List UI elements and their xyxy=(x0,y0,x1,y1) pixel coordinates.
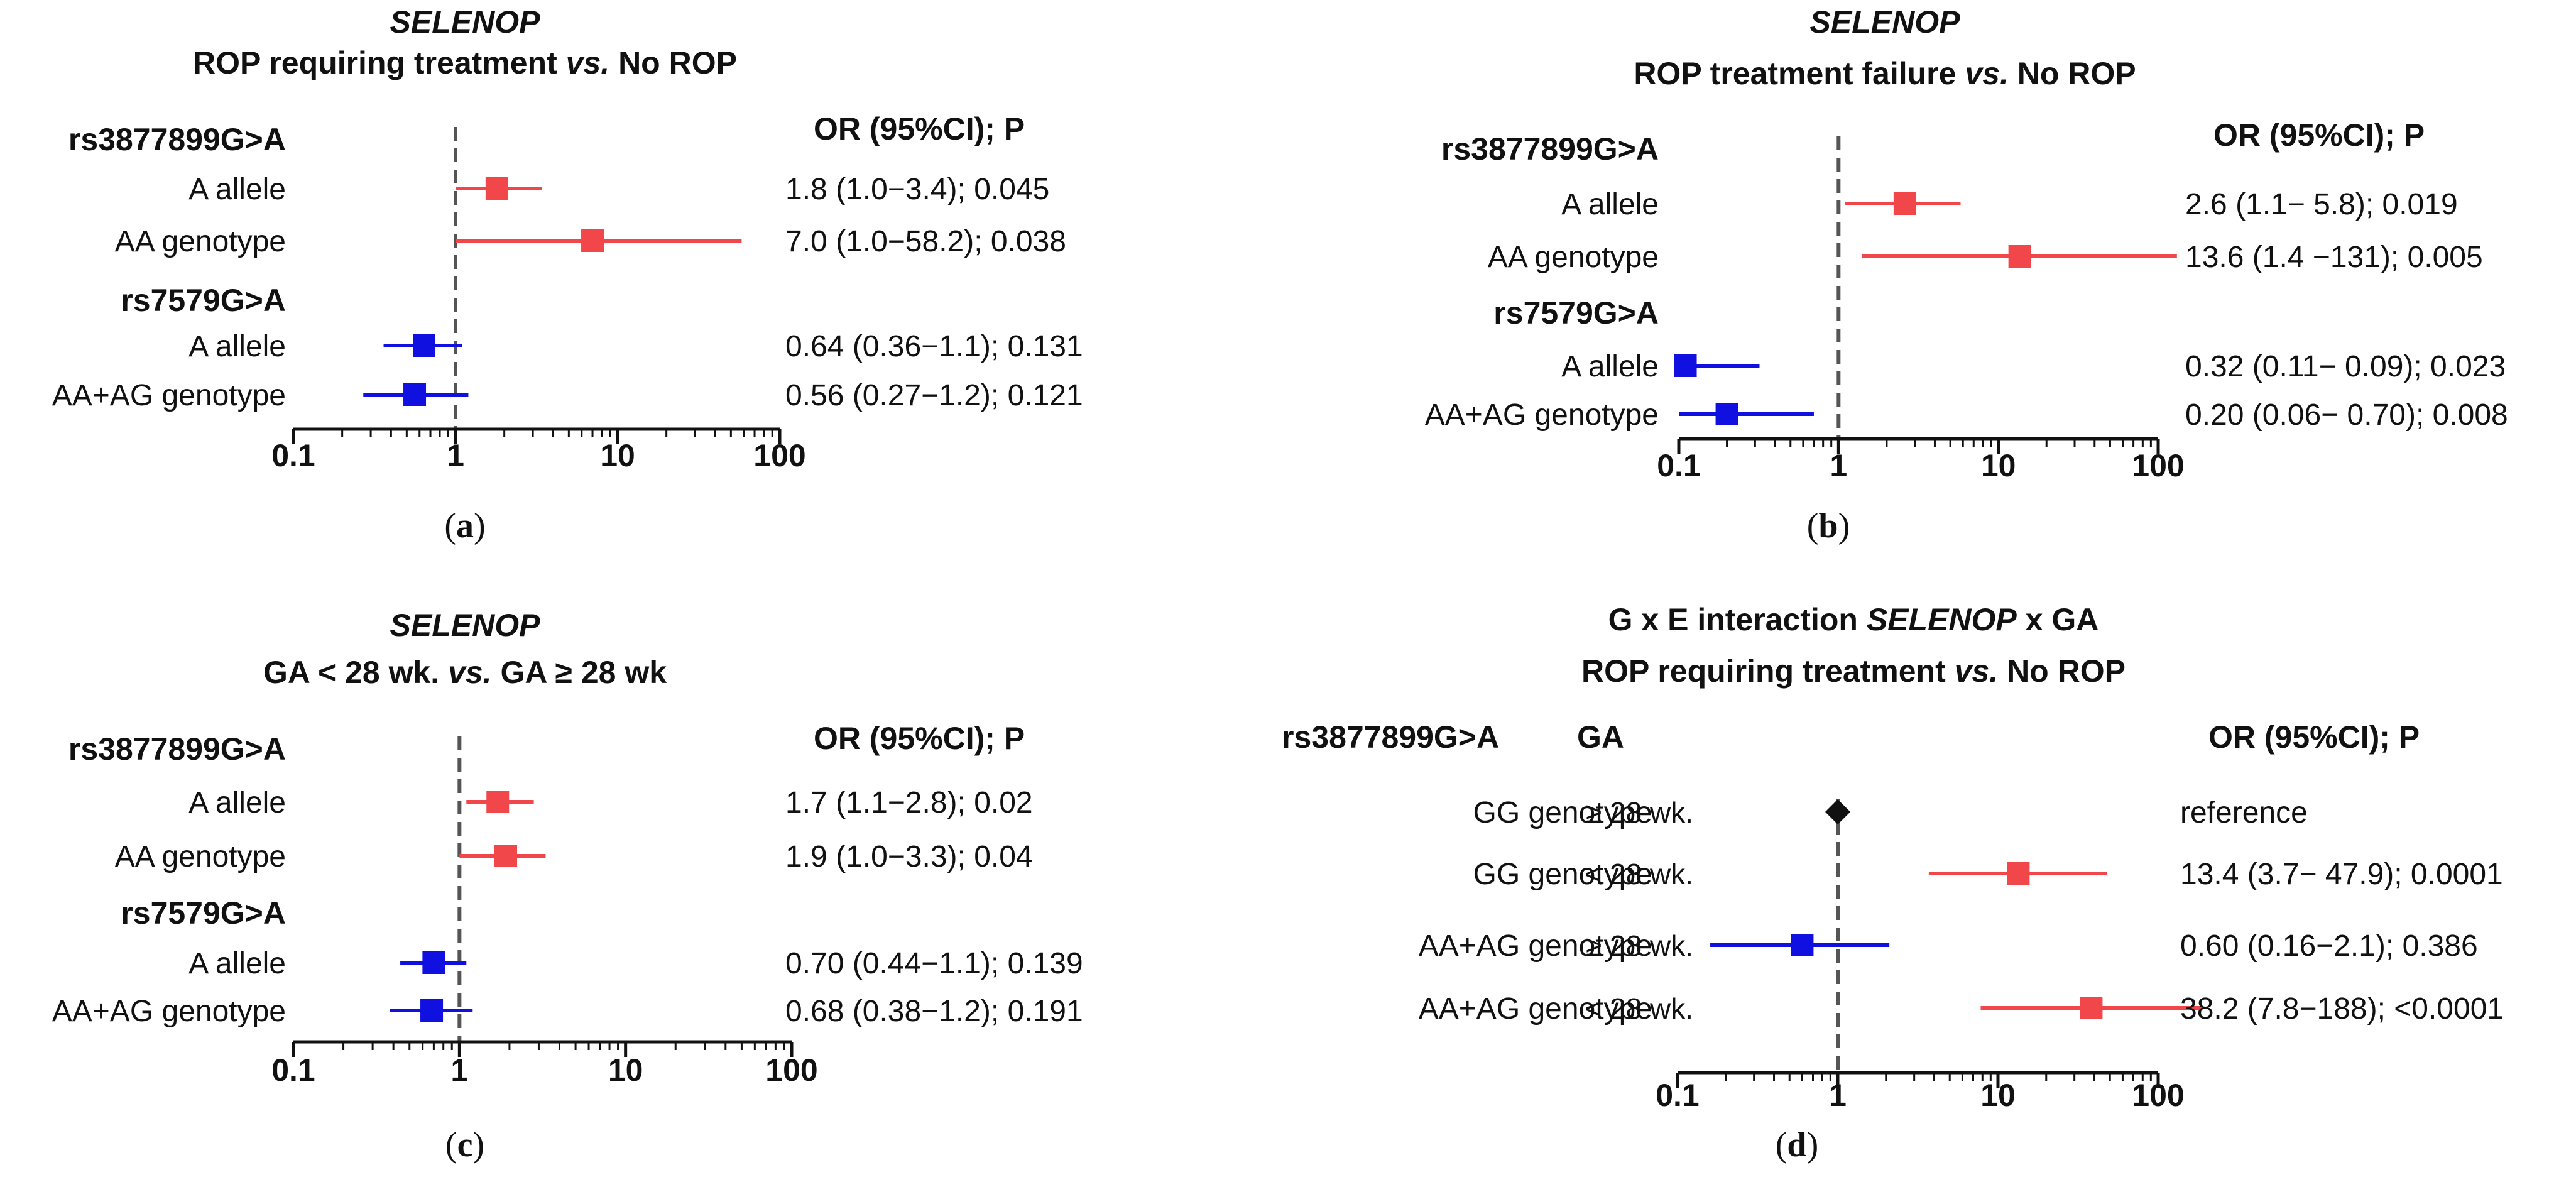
panel-a-point-marker xyxy=(485,177,508,200)
panel-a-point-marker xyxy=(581,229,604,252)
panel-a-group-header: rs7579G>A xyxy=(121,283,286,318)
panel-a-row-label: A allele xyxy=(188,173,286,206)
panel-d-label: (d) xyxy=(1776,1125,1818,1164)
panel-c-title: SELENOP xyxy=(390,608,541,643)
panel-c-row-stat: 1.7 (1.1−2.8); 0.02 xyxy=(785,786,1033,819)
panel-a-row-label: AA genotype xyxy=(115,225,286,258)
panel-a-row-stat: 7.0 (1.0−58.2); 0.038 xyxy=(785,225,1066,258)
panel-b-point-marker xyxy=(1893,192,1916,215)
panel-d-row-ga: < 28 wk. xyxy=(1585,858,1693,890)
panel-c-x-tick-label: 100 xyxy=(765,1053,817,1088)
panel-b-group-header: rs7579G>A xyxy=(1493,295,1659,331)
panel-b-row-stat: 2.6 (1.1− 5.8); 0.019 xyxy=(2185,188,2458,221)
panel-b-title: SELENOP xyxy=(1810,4,1961,40)
panel-d: G x E interaction SELENOP x GA ROP requir… xyxy=(1282,602,2504,1164)
panel-a-x-tick-label: 0.1 xyxy=(271,438,315,473)
panel-a-x-tick-label: 1 xyxy=(447,438,464,473)
panel-b-point-marker xyxy=(1674,354,1697,377)
panel-c-x-tick-label: 1 xyxy=(450,1053,468,1088)
panel-d-row-stat: 0.60 (0.16−2.1); 0.386 xyxy=(2180,929,2478,963)
panel-d-point-marker xyxy=(2080,997,2103,1019)
panel-c-row-stat: 0.70 (0.44−1.1); 0.139 xyxy=(785,947,1083,980)
panel-d-stat-header: OR (95%CI); P xyxy=(2208,720,2420,755)
panel-d-row-stat: 13.4 (3.7− 47.9); 0.0001 xyxy=(2180,858,2503,891)
panel-a-x-tick-label: 100 xyxy=(753,438,805,473)
panel-b-subtitle: ROP treatment failure vs. No ROP xyxy=(1634,56,2136,91)
panel-d-point-marker xyxy=(1791,934,1814,956)
panel-c-point-marker xyxy=(494,845,518,867)
panel-b-row-label: AA genotype xyxy=(1488,241,1659,274)
panel-c-point-marker xyxy=(486,791,510,813)
panel-a-label: (a) xyxy=(444,506,485,545)
panel-a: SELENOP ROP requiring treatment vs. No RO… xyxy=(52,4,1083,545)
panel-d-x-tick-label: 1 xyxy=(1829,1078,1847,1113)
panel-b-row-stat: 0.32 (0.11− 0.09); 0.023 xyxy=(2185,350,2506,383)
panel-d-row-label: GG genotype xyxy=(1473,796,1652,829)
panel-d-row-ga: ≥ 28 wk. xyxy=(1586,796,1693,829)
panel-c-row-label: A allele xyxy=(188,786,286,819)
panel-d-row-label: AA+AG genotype xyxy=(1419,992,1652,1026)
panel-d-row-ga: < 28 wk. xyxy=(1585,992,1693,1025)
panel-a-title: SELENOP xyxy=(390,4,541,40)
panel-d-subtitle: ROP requiring treatment vs. No ROP xyxy=(1581,654,2126,689)
panel-c-label: (c) xyxy=(445,1125,484,1164)
panel-a-row-stat: 0.64 (0.36−1.1); 0.131 xyxy=(785,330,1083,363)
panel-d-row-label: AA+AG genotype xyxy=(1419,929,1652,963)
panel-c-x-tick-label: 10 xyxy=(608,1053,643,1088)
panel-b-label: (b) xyxy=(1807,506,1850,545)
panel-b-x-tick-label: 0.1 xyxy=(1657,448,1701,483)
panel-b-point-marker xyxy=(1715,403,1738,425)
panel-a-point-marker xyxy=(403,383,427,406)
panel-b-row-stat: 0.20 (0.06− 0.70); 0.008 xyxy=(2185,398,2508,432)
panel-d-row-label: GG genotype xyxy=(1473,858,1652,891)
panel-d-ga-header: GA xyxy=(1577,720,1624,755)
panel-a-x-tick-label: 10 xyxy=(600,438,635,473)
panel-c-subtitle: GA < 28 wk. vs. GA ≥ 28 wk xyxy=(263,655,667,690)
panel-d-row-stat: 38.2 (7.8−188); <0.0001 xyxy=(2180,992,2504,1026)
panel-d-snp-header: rs3877899G>A xyxy=(1282,720,1499,755)
panel-d-x-tick-label: 10 xyxy=(1980,1078,2016,1113)
panel-d-x-tick-label: 100 xyxy=(2132,1078,2184,1113)
panel-c-row-label: AA+AG genotype xyxy=(52,995,286,1028)
panel-a-row-stat: 1.8 (1.0−3.4); 0.045 xyxy=(785,173,1049,206)
panel-c-stat-header: OR (95%CI); P xyxy=(814,721,1025,756)
panel-c-row-stat: 1.9 (1.0−3.3); 0.04 xyxy=(785,840,1033,873)
panel-c-group-header: rs7579G>A xyxy=(121,895,286,931)
panel-a-point-marker xyxy=(412,334,435,357)
panel-b-point-marker xyxy=(2008,245,2031,268)
panel-c-group-header: rs3877899G>A xyxy=(68,731,286,767)
panel-b: SELENOP ROP treatment failure vs. No ROP O… xyxy=(1425,4,2508,545)
panel-b-row-label: A allele xyxy=(1561,350,1659,383)
panel-b-group-header: rs3877899G>A xyxy=(1441,131,1659,167)
panel-d-row-stat: reference xyxy=(2180,796,2308,829)
panel-a-stat-header: OR (95%CI); P xyxy=(814,111,1025,146)
panel-a-row-stat: 0.56 (0.27−1.2); 0.121 xyxy=(785,379,1083,412)
panel-c-row-label: AA genotype xyxy=(115,840,286,873)
panel-c: SELENOP GA < 28 wk. vs. GA ≥ 28 wk OR (95%… xyxy=(52,608,1083,1164)
panel-d-point-marker xyxy=(1825,799,1850,824)
panel-b-row-label: AA+AG genotype xyxy=(1425,398,1659,432)
panel-c-point-marker xyxy=(420,999,444,1022)
panel-a-row-label: AA+AG genotype xyxy=(52,379,286,412)
panel-b-x-tick-label: 100 xyxy=(2132,448,2184,483)
panel-c-row-stat: 0.68 (0.38−1.2); 0.191 xyxy=(785,995,1083,1028)
panel-a-row-label: A allele xyxy=(188,330,286,363)
panel-a-group-header: rs3877899G>A xyxy=(68,122,286,157)
panel-b-stat-header: OR (95%CI); P xyxy=(2213,118,2425,153)
panel-d-x-tick-label: 0.1 xyxy=(1656,1078,1700,1113)
panel-a-subtitle: ROP requiring treatment vs. No ROP xyxy=(193,45,737,80)
panel-b-x-tick-label: 10 xyxy=(1981,448,2016,483)
panel-d-point-marker xyxy=(2007,862,2030,885)
panel-b-row-stat: 13.6 (1.4 −131); 0.005 xyxy=(2185,241,2483,274)
panel-c-x-tick-label: 0.1 xyxy=(271,1053,315,1088)
panel-d-title: G x E interaction SELENOP x GA xyxy=(1608,602,2099,637)
panel-b-row-label: A allele xyxy=(1561,188,1659,221)
panel-b-x-tick-label: 1 xyxy=(1830,448,1847,483)
panel-c-point-marker xyxy=(422,951,445,974)
panel-d-row-ga: ≥ 28 wk. xyxy=(1586,929,1693,962)
panel-c-row-label: A allele xyxy=(188,947,286,980)
